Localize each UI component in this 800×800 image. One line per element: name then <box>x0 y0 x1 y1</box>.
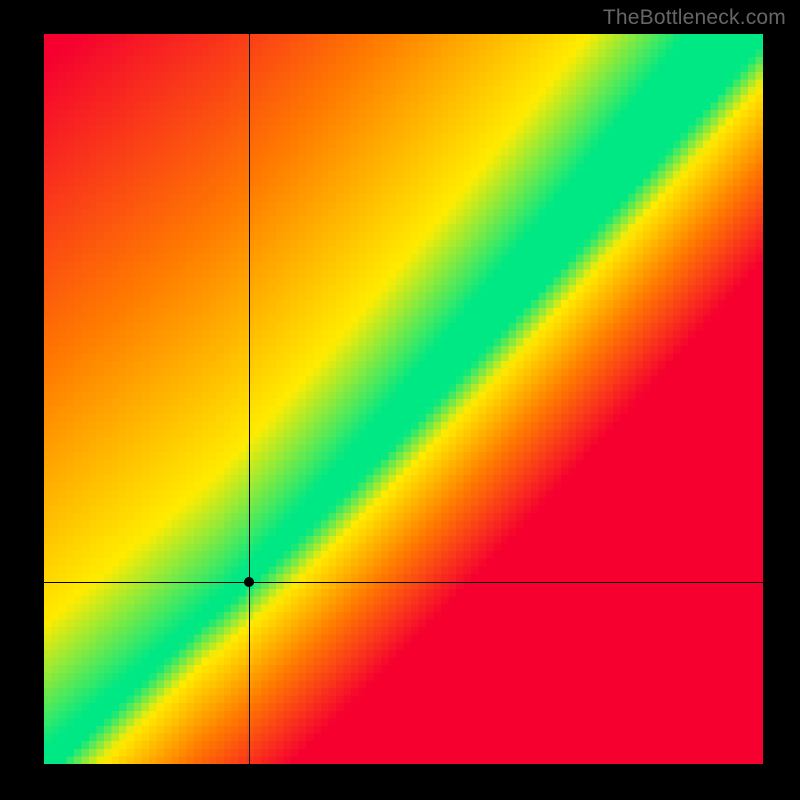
crosshair-horizontal <box>44 582 763 583</box>
heatmap-canvas <box>44 34 763 764</box>
heatmap-plot <box>44 34 763 764</box>
crosshair-vertical <box>249 34 250 764</box>
watermark-text: TheBottleneck.com <box>603 6 786 30</box>
intersection-marker <box>244 577 254 587</box>
